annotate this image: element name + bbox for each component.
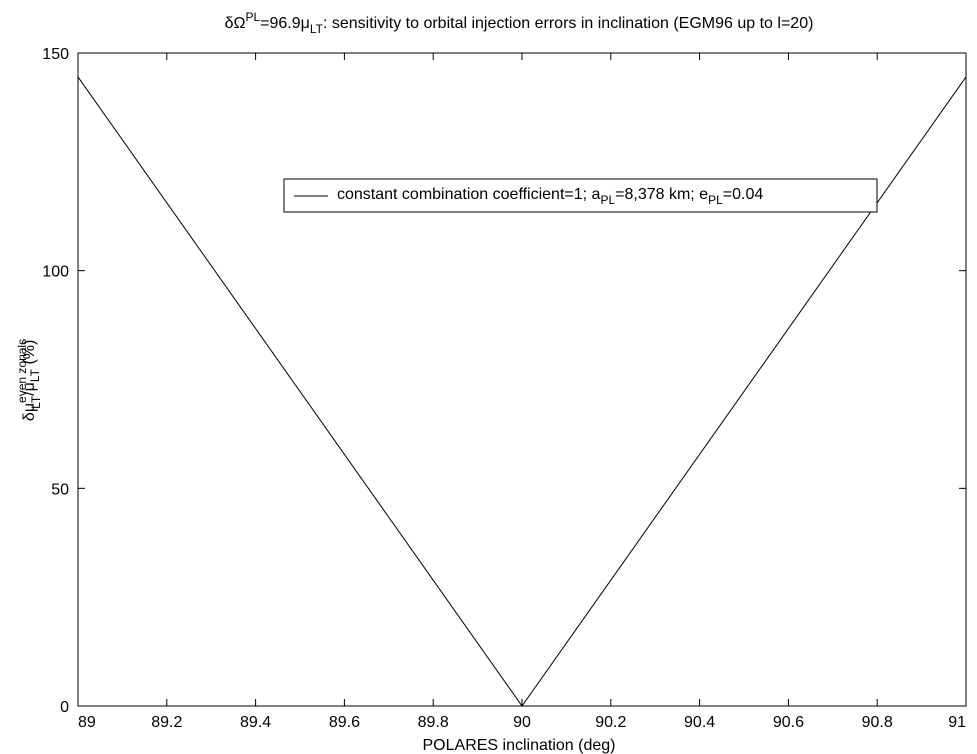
x-tick-label: 91 — [948, 714, 966, 731]
y-axis-label: δμeven zonalsLT/μLT (%) — [15, 339, 43, 421]
y-tick-label: 100 — [42, 264, 69, 281]
x-axis-label: POLARES inclination (deg) — [423, 737, 616, 754]
x-tick-label: 90 — [513, 714, 531, 731]
legend-label: constant combination coefficient=1; aPL=… — [337, 186, 763, 207]
x-tick-label: 89.8 — [418, 714, 449, 731]
y-tick-label: 50 — [51, 481, 69, 498]
legend: constant combination coefficient=1; aPL=… — [283, 178, 878, 213]
x-tick-label: 89.4 — [240, 714, 271, 731]
x-tick-label: 89.2 — [151, 714, 182, 731]
x-tick-label: 90.8 — [862, 714, 893, 731]
x-tick-label: 90.2 — [595, 714, 626, 731]
x-tick-label: 89 — [78, 714, 96, 731]
x-tick-label: 90.4 — [684, 714, 715, 731]
axis-ticks: 89 89.2 89.4 89.6 89.8 90 90.2 90.4 90.6 90.8 91 0 5… — [42, 46, 967, 731]
legend-box — [283, 178, 878, 213]
y-tick-label: 0 — [60, 699, 69, 716]
x-tick-label: 90.6 — [773, 714, 804, 731]
series-group — [77, 76, 967, 707]
plot-area — [77, 52, 967, 707]
chart-title: δΩPL=96.9μLT: sensitivity to orbital inj… — [225, 10, 814, 36]
series-line — [77, 76, 967, 707]
x-tick-label: 89.6 — [329, 714, 360, 731]
y-tick-label: 150 — [42, 46, 69, 63]
